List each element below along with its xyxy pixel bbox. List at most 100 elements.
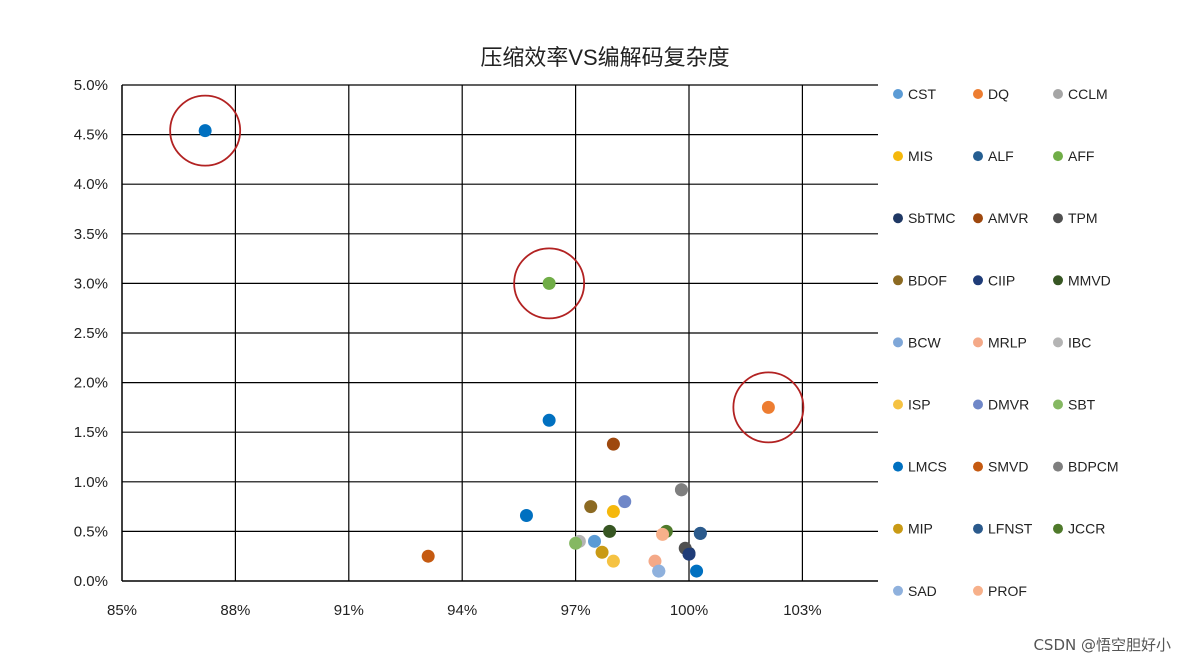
legend-label: BDPCM [1068, 459, 1119, 475]
y-tick-label: 2.5% [74, 325, 108, 342]
legend-label: IBC [1068, 334, 1091, 350]
legend-label: SbTMC [908, 210, 955, 226]
x-tick-label: 97% [561, 602, 591, 619]
highlight-circle [169, 94, 242, 167]
legend-label: BDOF [908, 272, 947, 288]
data-point-lmcs [198, 124, 212, 138]
y-tick-label: 3.0% [74, 275, 108, 292]
x-tick-label: 100% [670, 602, 708, 619]
highlight-circle [732, 371, 805, 444]
legend-label: LMCS [908, 459, 947, 475]
data-points [198, 124, 775, 578]
data-point-dmvr [618, 495, 632, 509]
legend-marker [973, 523, 983, 534]
data-point-cst [588, 534, 601, 548]
data-point-amvr [606, 437, 620, 451]
data-point-mip [595, 545, 609, 559]
highlight-circles [169, 94, 805, 444]
data-point [519, 509, 533, 523]
legend-marker [893, 275, 903, 286]
data-point [690, 564, 704, 578]
data-point-mrlp [648, 554, 662, 568]
legend-label: PROF [988, 583, 1027, 599]
legend-label: MIP [908, 521, 933, 537]
x-tick-label: 85% [107, 602, 137, 619]
legend-label: SBT [1068, 397, 1096, 413]
data-point-bdof [584, 500, 598, 514]
legend: CST DQ CCLM MIS ALF AFF SbTMC AMVR TPM BDOF CIIP MM… [893, 86, 1119, 599]
legend-marker [1053, 399, 1063, 410]
data-point-isp [606, 554, 620, 568]
highlight-circle [513, 247, 586, 320]
data-point-dq [761, 400, 775, 414]
y-tick-label: 4.0% [74, 176, 108, 193]
legend-marker [893, 399, 903, 410]
y-tick-label: 4.5% [74, 127, 108, 144]
legend-label: CST [908, 86, 936, 102]
legend-label: ISP [908, 397, 931, 413]
legend-marker [973, 337, 983, 348]
legend-marker [973, 89, 983, 99]
legend-label: MMVD [1068, 272, 1111, 288]
data-point-lfnst [693, 526, 707, 540]
y-tick-label: 2.0% [74, 375, 108, 392]
legend-marker [973, 151, 983, 162]
data-point-sad [652, 564, 666, 578]
legend-marker [973, 275, 983, 286]
legend-marker [1053, 523, 1063, 534]
legend-label: MRLP [988, 334, 1027, 350]
legend-marker [973, 399, 983, 410]
x-tick-label: 94% [447, 602, 477, 619]
x-axis-ticks: 85% 88% 91% 94% 97% 100% 103% [107, 602, 822, 619]
legend-label: AMVR [988, 210, 1028, 226]
data-point-sbt [569, 536, 583, 550]
legend-label: AFF [1068, 148, 1094, 164]
data-point-mis [606, 505, 620, 519]
legend-marker [1053, 89, 1063, 99]
data-point-bdpcm [674, 483, 688, 497]
legend-label: CIIP [988, 272, 1015, 288]
legend-label: CCLM [1068, 86, 1108, 102]
legend-marker [893, 89, 903, 99]
legend-marker [893, 461, 903, 472]
y-tick-label: 3.5% [74, 226, 108, 243]
legend-marker [1053, 275, 1063, 286]
x-tick-label: 88% [220, 602, 250, 619]
legend-label: ALF [988, 148, 1014, 164]
legend-label: LFNST [988, 521, 1033, 537]
legend-marker [973, 213, 983, 224]
x-tick-label: 91% [334, 602, 364, 619]
legend-label: SMVD [988, 459, 1028, 475]
data-point-ciip [682, 547, 696, 561]
data-point-mmvd [603, 524, 617, 538]
y-tick-label: 5.0% [74, 77, 108, 94]
grid-lines [121, 84, 878, 582]
legend-label: MIS [908, 148, 933, 164]
legend-marker [1053, 213, 1063, 224]
legend-label: SAD [908, 583, 937, 599]
y-axis-ticks: 0.0% 0.5% 1.0% 1.5% 2.0% 2.5% 3.0% 3.5% 4.0% 4.5%… [74, 77, 108, 590]
legend-marker [893, 523, 903, 534]
legend-label: BCW [908, 334, 941, 350]
y-tick-label: 1.5% [74, 424, 108, 441]
y-tick-label: 0.5% [74, 523, 108, 540]
legend-label: DQ [988, 86, 1009, 102]
data-point-prof [656, 527, 670, 541]
data-point-aff [542, 276, 556, 290]
legend-label: DMVR [988, 397, 1029, 413]
legend-marker [1053, 337, 1063, 348]
legend-label: JCCR [1068, 521, 1105, 537]
y-tick-label: 0.0% [74, 573, 108, 590]
data-point [542, 413, 556, 427]
legend-marker [1053, 151, 1063, 162]
chart-title: 压缩效率VS编解码复杂度 [480, 45, 729, 70]
legend-marker [973, 585, 983, 596]
watermark: CSDN @悟空胆好小 [1033, 636, 1171, 654]
legend-marker [893, 151, 903, 162]
legend-label: TPM [1068, 210, 1098, 226]
y-tick-label: 1.0% [74, 474, 108, 491]
legend-marker [893, 585, 903, 596]
data-point-smvd [421, 549, 435, 563]
legend-marker [973, 461, 983, 472]
